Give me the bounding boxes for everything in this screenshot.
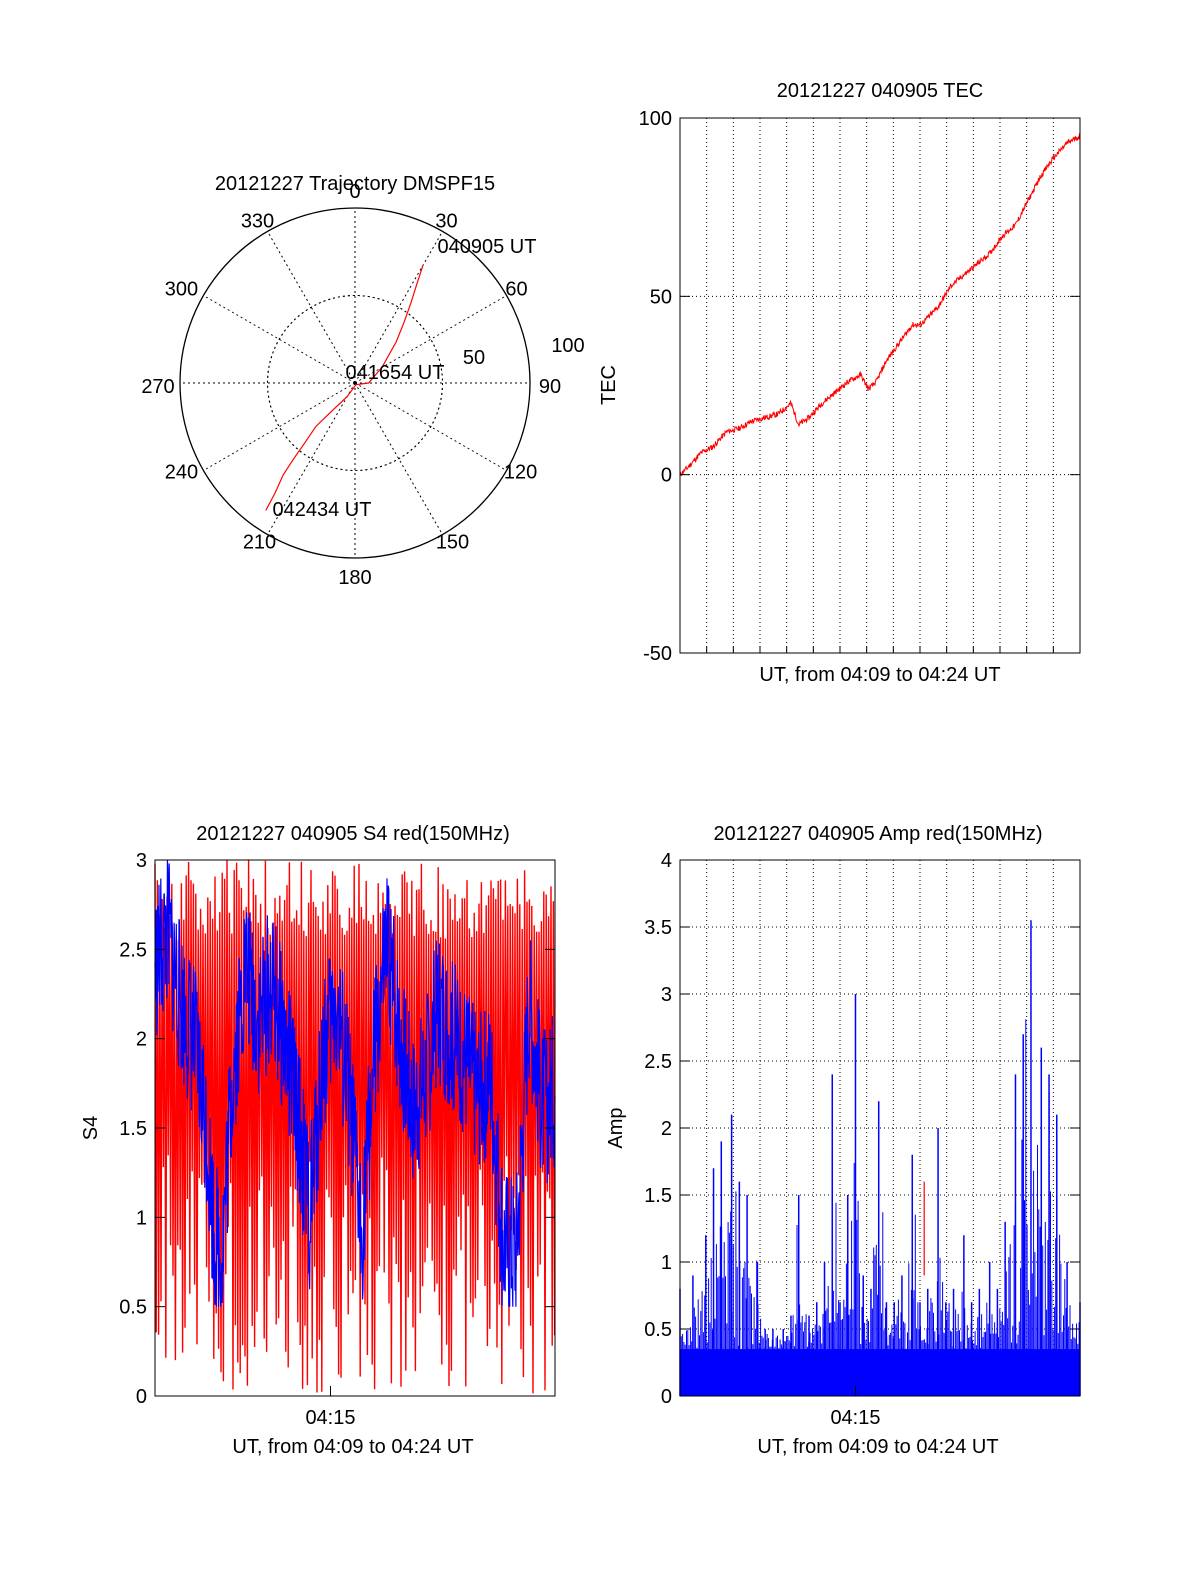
polar-series <box>265 264 424 511</box>
ytick-label: 3 <box>661 984 672 1006</box>
ytick-label: 2.5 <box>644 1051 672 1073</box>
tec-series <box>679 133 1081 477</box>
polar-angle-label-300: 300 <box>165 279 198 301</box>
tec-minor-ticks <box>706 647 1054 653</box>
ytick-label: 1.5 <box>644 1185 672 1207</box>
s4-blue-series <box>154 859 556 1307</box>
polar-radial-label-100: 100 <box>551 335 584 357</box>
polar-angle-label-210: 210 <box>243 532 276 554</box>
xtick-label: 04:15 <box>830 1407 880 1429</box>
ytick-label: 1 <box>661 1252 672 1274</box>
polar-annotation-1: 041654 UT <box>346 362 445 384</box>
ytick-label: 2.5 <box>119 939 147 961</box>
polar-spoke-210 <box>267 382 356 535</box>
polar-ring-mid <box>267 295 443 471</box>
polar-trajectory-panel: 20121227 Trajectory DMSPF15 0 30 60 90 120 15… <box>141 173 584 589</box>
s4-yticks: 0 0.5 1 1.5 2 2.5 3 <box>119 850 555 1408</box>
tec-grid <box>680 118 1080 653</box>
polar-annotations: 040905 UT 041654 UT 042434 UT <box>273 236 537 521</box>
ytick-label: 0 <box>661 465 672 487</box>
ytick-label: 50 <box>650 286 672 308</box>
polar-angle-label-60: 60 <box>505 279 527 301</box>
s4-xticks: 04:15 <box>305 1386 356 1429</box>
amp-yticks: 0 0.5 1 1.5 2 2.5 3 3.5 4 <box>644 850 1080 1408</box>
ytick-label: 1.5 <box>119 1118 147 1140</box>
polar-angle-label-150: 150 <box>436 532 469 554</box>
polar-spoke-60 <box>354 295 507 384</box>
polar-angle-label-180: 180 <box>338 567 371 589</box>
ytick-label: -50 <box>643 643 672 665</box>
polar-grid <box>179 207 531 559</box>
polar-angle-label-330: 330 <box>241 210 274 232</box>
s4-ylabel: S4 <box>80 1116 102 1140</box>
polar-spoke-240 <box>203 382 356 471</box>
polar-spoke-150 <box>354 382 443 535</box>
ytick-label: 0.5 <box>119 1297 147 1319</box>
polar-angle-labels: 0 30 60 90 120 150 180 210 240 270 300 330 <box>141 181 561 589</box>
polar-spoke-30 <box>354 231 443 384</box>
tec-title: 20121227 040905 TEC <box>777 80 983 102</box>
ytick-label: 1 <box>136 1207 147 1229</box>
polar-spoke-300 <box>203 295 356 384</box>
ytick-label: 0 <box>136 1386 147 1408</box>
ytick-label: 0.5 <box>644 1319 672 1341</box>
s4-blue-line <box>154 859 556 1307</box>
ytick-label: 4 <box>661 850 672 872</box>
polar-radial-labels: 50 100 <box>463 335 585 369</box>
tec-plot-frame <box>679 117 1081 654</box>
ytick-label: 3 <box>136 850 147 872</box>
polar-angle-label-90: 90 <box>539 376 561 398</box>
amp-xticks: 04:15 <box>830 1386 881 1429</box>
tec-line <box>679 133 1081 477</box>
xtick-label: 04:15 <box>305 1407 355 1429</box>
polar-angle-label-120: 120 <box>504 462 537 484</box>
ytick-label: 0 <box>661 1386 672 1408</box>
polar-angle-label-30: 30 <box>435 210 457 232</box>
amp-ylabel: Amp <box>605 1107 627 1148</box>
tec-yticks: -50 0 50 100 <box>639 108 1080 665</box>
s4-xlabel: UT, from 04:09 to 04:24 UT <box>232 1436 473 1458</box>
tec-ylabel: TEC <box>598 365 620 405</box>
polar-title: 20121227 Trajectory DMSPF15 <box>215 173 495 195</box>
tec-panel: 20121227 040905 TEC -50 0 50 100 TEC UT, fr… <box>598 80 1081 686</box>
tec-xlabel: UT, from 04:09 to 04:24 UT <box>759 664 1000 686</box>
amp-xlabel: UT, from 04:09 to 04:24 UT <box>757 1436 998 1458</box>
polar-angle-label-240: 240 <box>165 462 198 484</box>
polar-angle-label-270: 270 <box>141 376 174 398</box>
s4-title: 20121227 040905 S4 red(150MHz) <box>196 823 510 845</box>
polar-trajectory-line <box>265 264 424 511</box>
amp-series <box>679 920 1081 1396</box>
amp-title: 20121227 040905 Amp red(150MHz) <box>713 823 1042 845</box>
s4-panel: 20121227 040905 S4 red(150MHz) 0 0.5 1 1.5 2… <box>80 823 556 1458</box>
polar-annotation-0: 040905 UT <box>438 236 537 258</box>
polar-annotation-2: 042434 UT <box>273 499 372 521</box>
ytick-label: 3.5 <box>644 917 672 939</box>
ytick-label: 2 <box>661 1118 672 1140</box>
amp-panel: 20121227 040905 Amp red(150MHz) 0 0.5 1 1.5… <box>605 823 1081 1458</box>
ytick-label: 2 <box>136 1029 147 1051</box>
polar-spoke-120 <box>354 382 507 471</box>
polar-angle-label-0: 0 <box>349 181 360 203</box>
polar-spoke-330 <box>267 231 356 384</box>
ytick-label: 100 <box>639 108 672 130</box>
polar-radial-label-50: 50 <box>463 347 485 369</box>
polar-outer-circle <box>179 207 531 559</box>
